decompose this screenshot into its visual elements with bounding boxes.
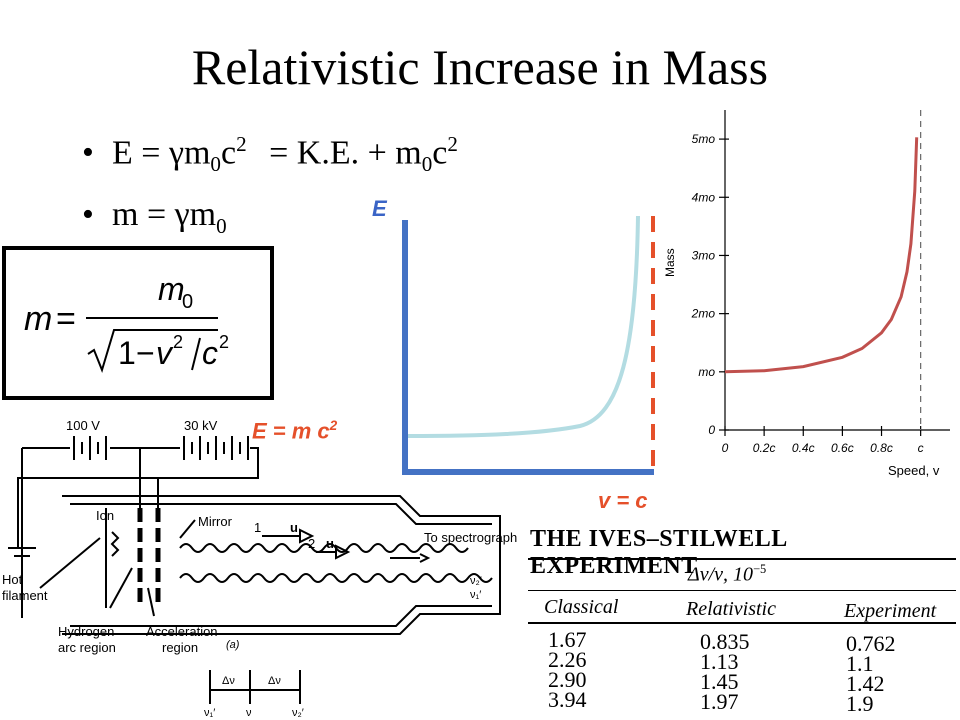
ives-group-header: Δν/ν, 10−5: [688, 562, 767, 586]
ives-col-experiment: Experiment: [844, 600, 937, 622]
svg-text:ν₁′: ν₁′: [204, 707, 215, 719]
table-row: 0.835 1.13 1.45 1.97: [700, 629, 750, 714]
table-row: 1.67 2.26 2.90 3.94: [548, 627, 587, 712]
energy-curve: [407, 215, 640, 438]
svg-text:1: 1: [254, 520, 261, 535]
page-title: Relativistic Increase in Mass: [191, 39, 769, 95]
mass-curve: [724, 137, 919, 374]
svg-text:Δν: Δν: [268, 675, 281, 687]
mass-y-tick-label: 3mo: [692, 248, 716, 262]
svg-text:2: 2: [219, 332, 229, 352]
ives-col-relativistic: Relativistic: [686, 598, 776, 620]
svg-text:ν₂′: ν₂′: [292, 707, 304, 719]
svg-text:Hot: Hot: [2, 572, 23, 587]
ives-col-classical: Classical: [544, 596, 619, 618]
asymptote-label: v = c: [598, 488, 648, 513]
svg-text:v: v: [156, 335, 174, 371]
svg-text:ν₁′: ν₁′: [470, 589, 481, 601]
svg-text:filament: filament: [2, 588, 48, 603]
mass-y-tick-label: 5mo: [692, 132, 716, 146]
energy-graph: [402, 215, 655, 475]
svg-text:2: 2: [173, 332, 183, 352]
svg-text:ν₂′: ν₂′: [470, 575, 482, 587]
svg-text:−: −: [136, 335, 155, 371]
svg-text:c: c: [202, 335, 218, 371]
mass-y-tick-label: 0: [708, 423, 715, 437]
svg-text:u: u: [290, 520, 298, 535]
svg-text:To spectrograph: To spectrograph: [424, 530, 517, 545]
svg-text:=: =: [56, 300, 76, 338]
ives-stilwell-table: THE IVES–STILWELL EXPERIMENT Δν/ν, 10−5 …: [520, 518, 960, 720]
svg-text:ν: ν: [246, 707, 252, 719]
svg-text:arc region: arc region: [58, 640, 116, 655]
ives-table-title: THE IVES–STILWELL EXPERIMENT: [530, 526, 787, 579]
svg-text:Mirror: Mirror: [198, 514, 233, 529]
mass-x-tick-label: 0.4c: [792, 441, 815, 455]
mass-y-axis-title: Mass: [663, 248, 677, 277]
svg-text:m: m: [24, 300, 52, 338]
energy-curve-label: E = m c2: [252, 418, 338, 444]
bullet-mass: • m = γm0: [82, 196, 227, 238]
mass-y-tick-label: 4mo: [692, 190, 716, 204]
svg-text:m: m: [158, 271, 185, 307]
svg-text:(a): (a): [226, 639, 240, 651]
mass-x-axis-title: Speed, v: [888, 463, 940, 478]
svg-text:region: region: [162, 640, 198, 655]
mass-y-tick-label: mo: [698, 365, 715, 379]
svg-text:u: u: [326, 536, 334, 551]
mass-x-tick-label: c: [918, 441, 924, 455]
energy-axis-label: E: [372, 196, 387, 221]
svg-text:Δν: Δν: [222, 675, 235, 687]
ives-stilwell-apparatus: 100 V 30 kV Ion Mirror 1 u 2 u To spectr…: [2, 418, 517, 719]
svg-text:Acceleration: Acceleration: [146, 624, 218, 639]
svg-text:0: 0: [182, 291, 193, 313]
mass-x-tick-label: 0.6c: [831, 441, 854, 455]
mass-x-tick-label: 0.2c: [753, 441, 776, 455]
svg-text:1: 1: [118, 335, 136, 371]
mass-x-tick-label: 0: [722, 441, 729, 455]
mass-x-tick-label: 0.8c: [870, 441, 893, 455]
mass-formula-box: m = m 0 1 − v 2 c 2: [2, 246, 274, 400]
svg-text:Ion: Ion: [96, 508, 114, 523]
mass-formula: m = m 0 1 − v 2 c 2: [24, 271, 229, 374]
svg-text:Hydrogen: Hydrogen: [58, 624, 114, 639]
svg-text:30 kV: 30 kV: [184, 418, 218, 433]
mass-y-tick-label: 2mo: [691, 307, 716, 321]
table-row: 0.762 1.1 1.42 1.9: [846, 631, 896, 716]
svg-text:2: 2: [308, 536, 315, 551]
bullet-energy: • E = γm0c2 = K.E. + m0c2: [82, 132, 458, 177]
svg-text:100 V: 100 V: [66, 418, 100, 433]
